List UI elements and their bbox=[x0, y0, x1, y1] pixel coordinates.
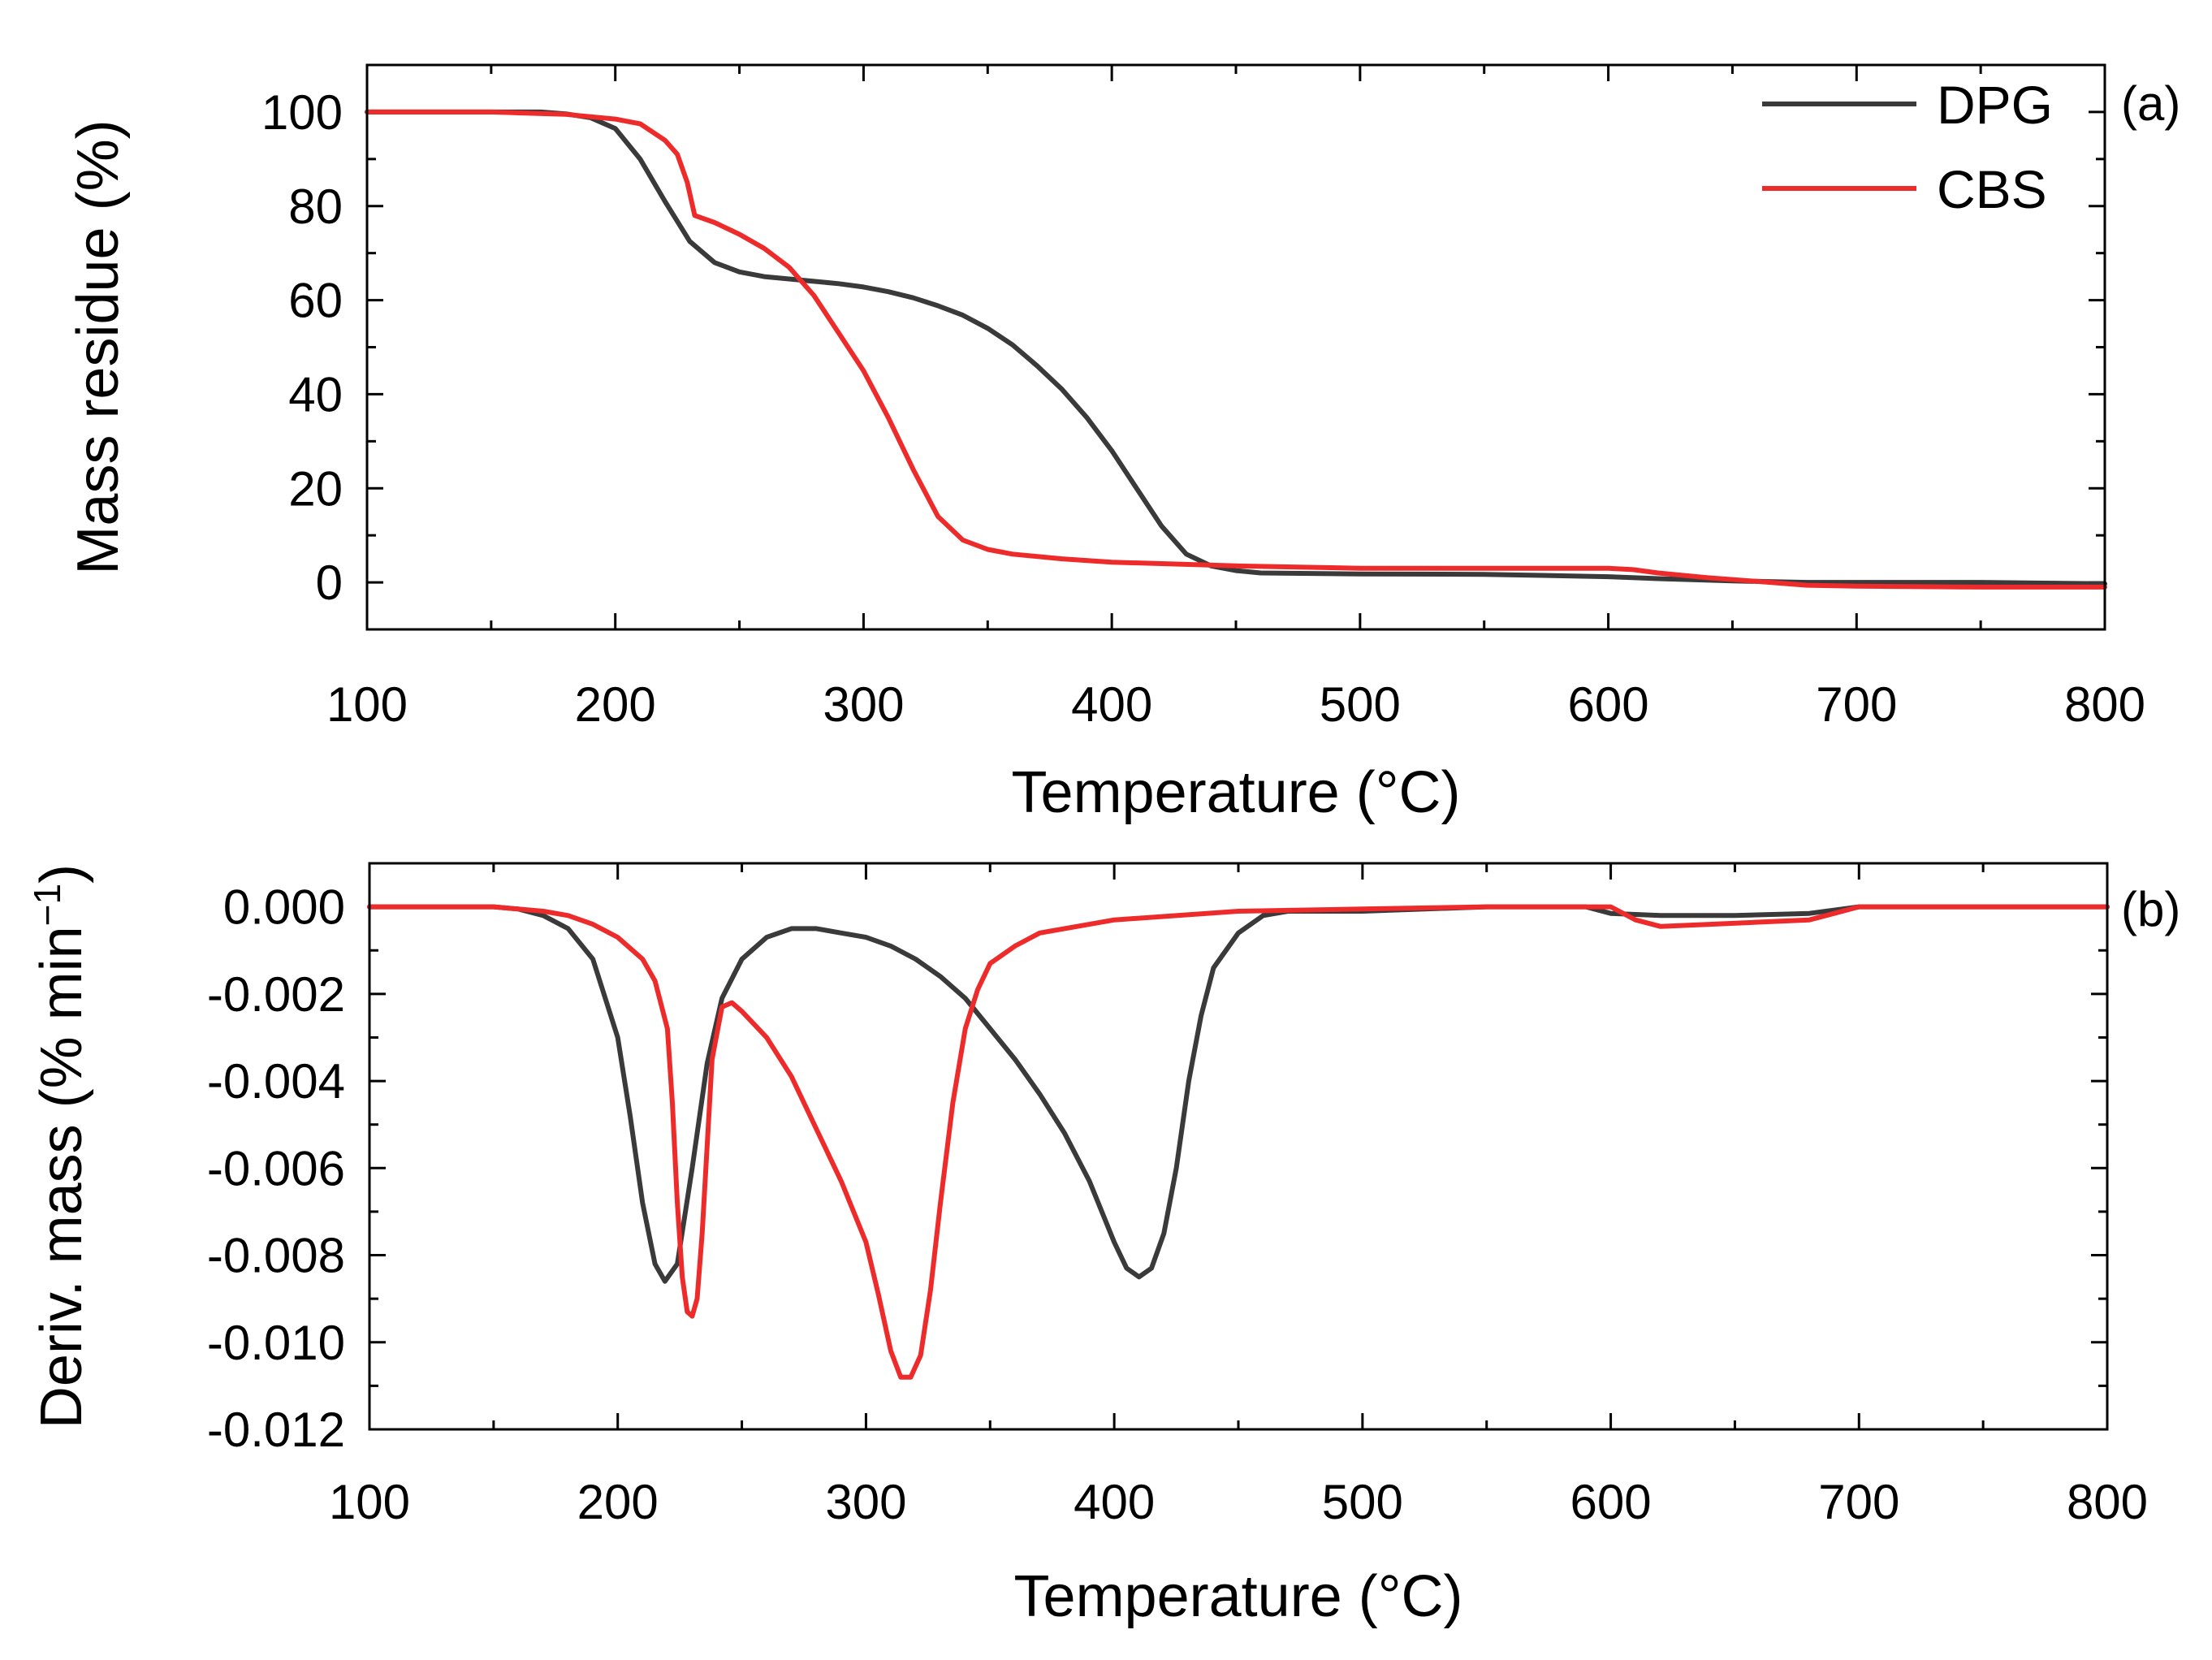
legend-label-cbs: CBS bbox=[1937, 159, 2047, 219]
panel-b-series bbox=[367, 904, 2110, 1380]
panel-a-y-tick-label: 60 bbox=[288, 274, 343, 328]
legend: DPG CBS bbox=[1762, 75, 2053, 219]
panel-b-x-tick-labels: 100 200 300 400 500 600 700 800 bbox=[329, 1475, 2148, 1529]
panel-a-x-tick-label: 400 bbox=[1071, 677, 1152, 732]
panel-b-y-axis-title-superscript: −1 bbox=[26, 884, 68, 926]
panel-b-y-tick-label: -0.008 bbox=[207, 1229, 345, 1283]
panel-b-label: (b) bbox=[2121, 882, 2180, 936]
panel-b-frame bbox=[368, 862, 2109, 1431]
panel-a-mass-residue: 100 200 300 400 500 600 700 800 0 20 40 60 80 100 Te… bbox=[66, 63, 2180, 825]
panel-b-x-tick-label: 700 bbox=[1818, 1475, 1899, 1529]
panel-a-x-tick-label: 200 bbox=[575, 677, 656, 732]
panel-a-x-tick-label: 800 bbox=[2064, 677, 2145, 732]
panel-a-series bbox=[365, 109, 2107, 590]
panel-a-x-tick-label: 600 bbox=[1568, 677, 1649, 732]
panel-b-x-tick-label: 600 bbox=[1570, 1475, 1652, 1529]
panel-b-y-axis-title-close: ) bbox=[29, 864, 94, 884]
panel-a-y-tick-label: 80 bbox=[288, 179, 343, 234]
panel-b-y-tick-label: 0.000 bbox=[223, 880, 345, 935]
panel-b-y-tick-label: -0.010 bbox=[207, 1316, 345, 1370]
panel-b-y-axis-title: Deriv. mass (% min−1) bbox=[26, 864, 94, 1429]
panel-b-x-tick-label: 200 bbox=[577, 1475, 659, 1529]
panel-b-y-tick-label: -0.012 bbox=[207, 1403, 345, 1457]
panel-a-y-axis-title: Mass residue (%) bbox=[66, 119, 131, 574]
legend-label-dpg: DPG bbox=[1937, 75, 2053, 135]
panel-a-y-tick-label: 0 bbox=[316, 555, 343, 610]
panel-b-series-cbs-line bbox=[367, 904, 2110, 1380]
panel-b-y-tick-label: -0.004 bbox=[207, 1054, 345, 1109]
panel-a-x-axis-title: Temperature (°C) bbox=[1012, 760, 1461, 825]
panel-b-x-tick-label: 400 bbox=[1074, 1475, 1155, 1529]
panel-b-x-tick-label: 800 bbox=[2067, 1475, 2148, 1529]
panel-b-x-tick-label: 300 bbox=[825, 1475, 906, 1529]
panel-a-y-tick-label: 20 bbox=[288, 461, 343, 516]
panel-b-derivative-mass: 100 200 300 400 500 600 700 800 0.000 -0.002 -0.0… bbox=[26, 862, 2180, 1629]
panel-a-series-dpg-line bbox=[365, 109, 2107, 586]
panel-a-x-tick-label: 700 bbox=[1816, 677, 1897, 732]
panel-b-x-tick-label: 500 bbox=[1322, 1475, 1403, 1529]
panel-b-y-tick-label: -0.002 bbox=[207, 967, 345, 1022]
panel-a-x-tick-label: 100 bbox=[326, 677, 408, 732]
panel-b-y-axis-title-main: Deriv. mass (% min bbox=[29, 926, 94, 1429]
panel-a-y-tick-label: 100 bbox=[261, 85, 343, 140]
panel-a-series-cbs-line bbox=[365, 109, 2107, 590]
panel-a-x-tick-labels: 100 200 300 400 500 600 700 800 bbox=[326, 677, 2145, 732]
panel-a-x-tick-label: 300 bbox=[823, 677, 904, 732]
panel-a-y-tick-label: 40 bbox=[288, 367, 343, 421]
panel-b-y-tick-label: -0.006 bbox=[207, 1141, 345, 1195]
panel-b-x-axis-title: Temperature (°C) bbox=[1014, 1564, 1463, 1629]
panel-b-y-tick-labels: 0.000 -0.002 -0.004 -0.006 -0.008 -0.010 -0.01… bbox=[207, 880, 345, 1457]
panel-a-ticks bbox=[365, 63, 2106, 631]
panel-a-y-tick-labels: 0 20 40 60 80 100 bbox=[261, 85, 343, 610]
panel-a-label: (a) bbox=[2121, 76, 2180, 131]
panel-a-frame bbox=[365, 63, 2106, 631]
panel-b-x-tick-label: 100 bbox=[329, 1475, 410, 1529]
panel-a-x-tick-label: 500 bbox=[1320, 677, 1401, 732]
